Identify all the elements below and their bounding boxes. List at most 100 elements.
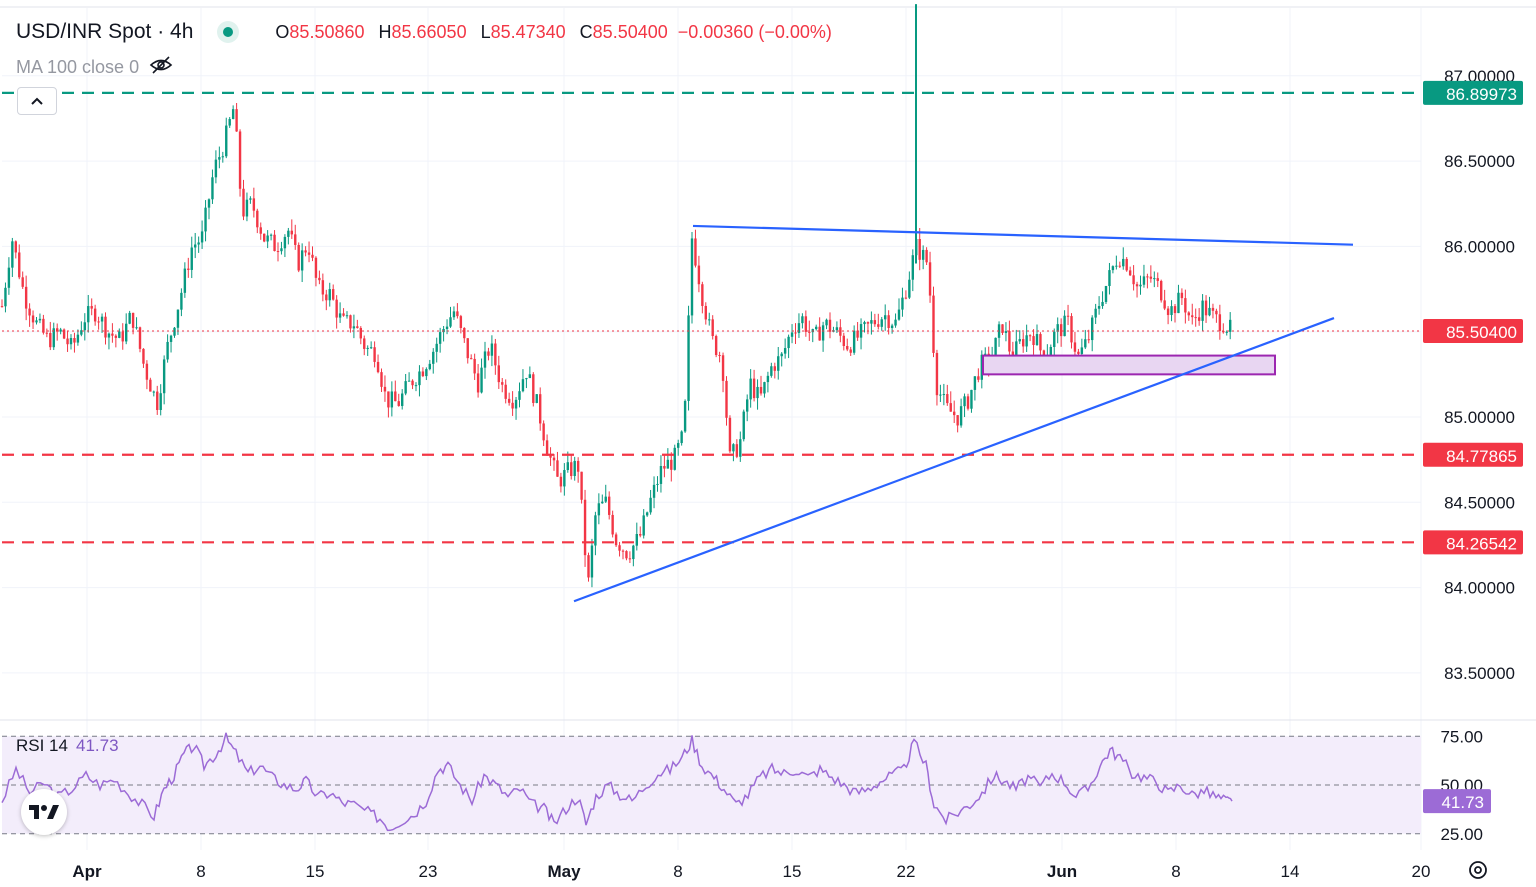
candle-body (245, 199, 249, 217)
open-value: 85.50860 (289, 21, 365, 42)
candle-body (1084, 339, 1087, 348)
candle-body (597, 503, 601, 516)
candle-body (456, 311, 459, 317)
candle-body (1229, 319, 1232, 332)
candle-body (1204, 300, 1208, 316)
candle-body (804, 316, 808, 332)
candle-body (228, 119, 231, 126)
candles (0, 4, 1232, 588)
candle-body (125, 323, 128, 342)
time-tick-label: 15 (783, 862, 802, 881)
candle-body (128, 312, 131, 324)
rsi-band (2, 735, 1421, 835)
candle-body (1208, 307, 1211, 316)
candle-body (935, 352, 939, 396)
candle-body (611, 514, 614, 535)
candle-body (732, 444, 735, 452)
time-tick-label: 8 (1171, 862, 1180, 881)
market-status-icon[interactable] (217, 21, 240, 43)
candle-body (697, 265, 701, 285)
candle-body (4, 287, 7, 307)
rsi-legend[interactable]: RSI 14 41.73 (16, 736, 119, 756)
candle-body (18, 252, 21, 278)
rsi-tick-label: 25.00 (1440, 825, 1483, 844)
candle-body (1004, 331, 1008, 333)
time-tick-label: 8 (196, 862, 205, 881)
candle-body (183, 268, 187, 293)
candle-body (73, 338, 76, 343)
candle-body (166, 341, 169, 360)
candle-body (780, 353, 783, 357)
time-axis[interactable]: Apr 8 15 23 May 8 15 22 Jun 8 14 20 (72, 862, 1430, 881)
open-label: O (275, 21, 290, 42)
candle-body (835, 327, 839, 331)
candle-body (38, 318, 42, 321)
level-price-label-0-bg (1423, 80, 1523, 105)
candle-body (680, 431, 683, 444)
candle-body (28, 308, 31, 316)
candle-body (794, 332, 797, 334)
trendlines[interactable] (573, 224, 1354, 603)
candle-body (24, 286, 28, 309)
time-tick-label: Apr (72, 862, 102, 881)
candle-body (194, 244, 197, 248)
candle-body (949, 403, 952, 412)
candle-body (521, 379, 525, 392)
candle-body (677, 443, 680, 448)
level-price-label-1: 84.77865 (1446, 447, 1517, 466)
candle-body (287, 230, 290, 237)
candle-body (884, 315, 887, 320)
settings-gear-icon[interactable] (1466, 858, 1490, 882)
horizontal-levels (2, 91, 1421, 544)
candle-body (107, 333, 111, 338)
candle-body (204, 207, 207, 232)
candle-body (321, 280, 325, 295)
candle-body (866, 322, 870, 324)
candle-body (628, 558, 632, 560)
candle-body (997, 324, 1001, 338)
last-price-label: 85.50400 (1446, 323, 1517, 342)
candle-body (401, 393, 404, 406)
candle-body (618, 545, 621, 551)
candle-body (256, 210, 259, 228)
candle-body (1132, 275, 1135, 285)
candle-body (921, 249, 925, 260)
candle-body (269, 234, 273, 236)
candle-body (425, 369, 428, 377)
candle-body (90, 306, 93, 309)
candle-body (159, 393, 162, 410)
candle-body (759, 386, 763, 394)
candle-body (852, 330, 856, 353)
symbol-title[interactable]: USD/INR Spot · 4h (16, 20, 194, 43)
time-tick-label: 22 (897, 862, 916, 881)
ohlc-readout: O 85.50860 H 85.66050 L 85.47340 C 85.50400 … (261, 22, 831, 43)
tradingview-logo-icon[interactable] (21, 789, 67, 835)
candle-body (1177, 292, 1180, 314)
candle-body (1139, 284, 1142, 287)
candle-body (514, 399, 518, 409)
collapse-legend-button[interactable] (17, 87, 57, 115)
candle-body (363, 338, 366, 349)
candle-body (783, 348, 787, 354)
candle-body (590, 545, 594, 578)
candle-body (200, 231, 204, 243)
candle-body (1146, 276, 1149, 278)
candle-body (552, 457, 556, 461)
price-axis[interactable]: 87.0000086.5000086.0000085.5000085.00000… (1423, 67, 1523, 844)
eye-hidden-icon[interactable] (149, 55, 173, 80)
candle-body (1059, 324, 1063, 337)
candle-body (532, 374, 535, 403)
candle-body (80, 330, 83, 335)
candle-body (825, 319, 828, 326)
candle-body (307, 252, 311, 255)
candle-body (1111, 266, 1115, 271)
candle-body (335, 299, 338, 318)
candle-body (180, 292, 183, 310)
candle-body (663, 466, 666, 469)
ma-indicator-legend[interactable]: MA 100 close 0 (16, 55, 173, 80)
candle-body (573, 460, 576, 477)
time-tick-label: May (547, 862, 581, 881)
candle-body (904, 297, 908, 299)
candle-body (790, 332, 794, 337)
